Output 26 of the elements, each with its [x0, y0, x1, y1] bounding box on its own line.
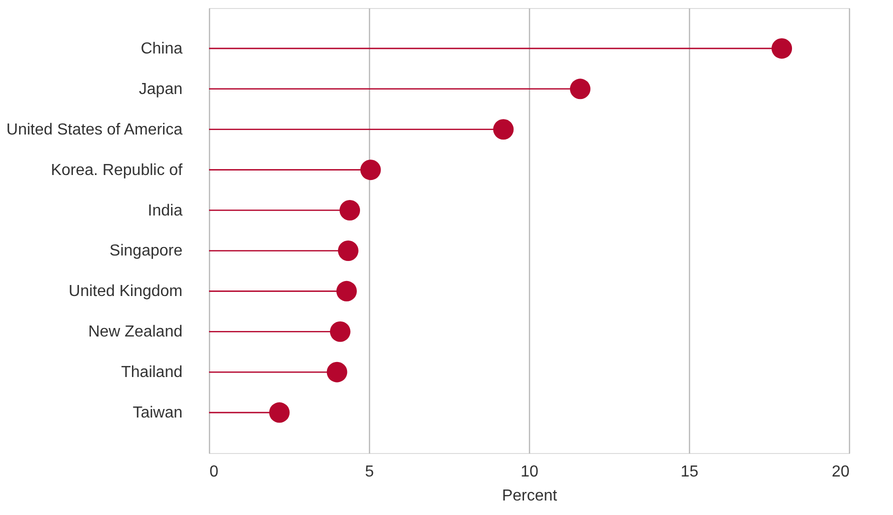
point	[336, 280, 357, 302]
point	[269, 402, 290, 423]
y-tick-label: Thailand	[121, 364, 182, 382]
x-tick-label: 15	[680, 464, 698, 480]
y-tick-label: United States of America	[6, 121, 183, 138]
x-tick-label: 5	[365, 464, 374, 480]
point	[326, 362, 348, 382]
point	[570, 78, 590, 100]
point	[772, 38, 792, 59]
point	[493, 119, 514, 140]
y-tick-label: India	[148, 202, 183, 220]
y-tick-label: Taiwan	[132, 404, 182, 422]
y-tick-label: United Kingdom	[68, 283, 182, 300]
y-tick-label: Japan	[138, 80, 182, 98]
point	[360, 160, 381, 180]
x-tick-label: 10	[520, 464, 538, 480]
point	[330, 321, 350, 342]
x-tick-label: 20	[832, 464, 850, 480]
point	[338, 240, 358, 261]
y-tick-label: New Zealand	[88, 324, 182, 341]
y-tick-label: Singapore	[110, 242, 183, 260]
y-tick-label: China	[140, 40, 183, 58]
y-tick-label: Korea. Republic of	[50, 162, 184, 179]
x-axis-title: Percent	[502, 488, 558, 504]
x-tick-label: 0	[210, 464, 218, 480]
point	[340, 200, 360, 220]
